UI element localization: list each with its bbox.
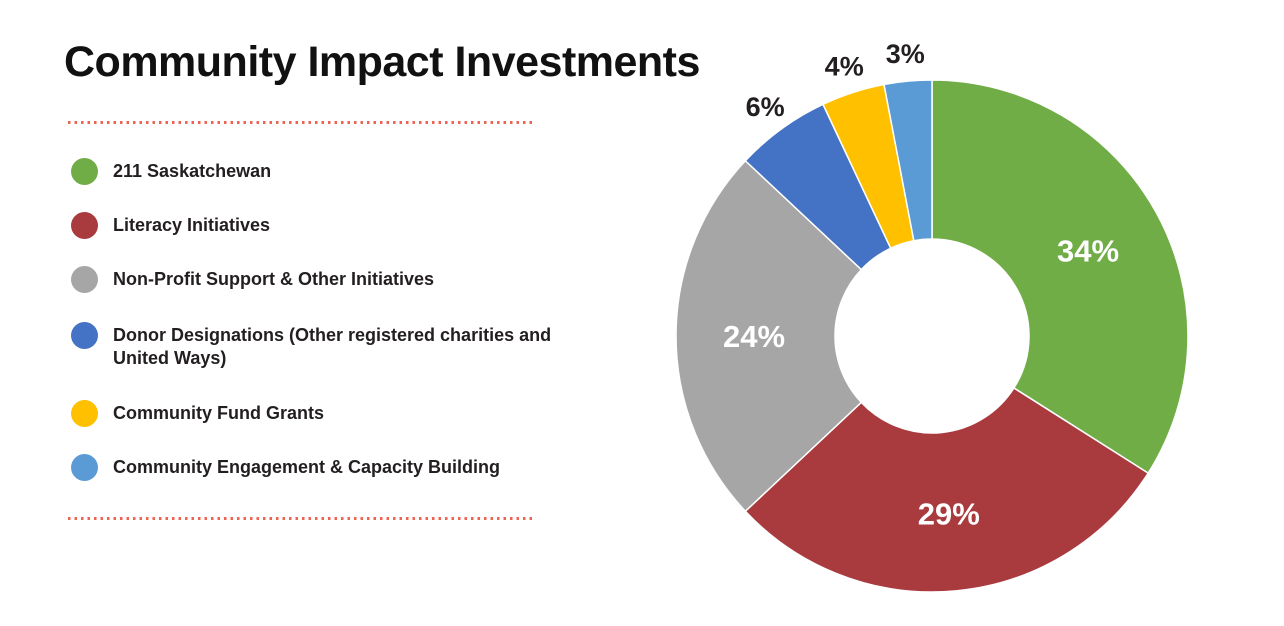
legend-color-dot bbox=[71, 212, 98, 239]
slice-percent-label-2: 24% bbox=[723, 319, 785, 354]
legend-color-dot bbox=[71, 158, 98, 185]
legend-color-dot bbox=[71, 266, 98, 293]
legend-item-5: Community Engagement & Capacity Building bbox=[71, 454, 500, 481]
page-title: Community Impact Investments bbox=[64, 38, 700, 86]
top-dotted-divider bbox=[68, 121, 534, 124]
donut-chart: 34% 29% 24% 6% 4% 3% bbox=[675, 39, 1189, 593]
pie-slice-1 bbox=[744, 386, 1150, 593]
legend-item-label: Non-Profit Support & Other Initiatives bbox=[113, 269, 435, 289]
legend-item-0: 211 Saskatchewan bbox=[71, 158, 271, 185]
slice-percent-label-4: 4% bbox=[825, 52, 864, 82]
pie-slice-2 bbox=[675, 159, 863, 513]
slice-percent-label-1: 29% bbox=[918, 496, 980, 531]
slice-percent-label-0: 34% bbox=[1057, 233, 1119, 268]
pie-slice-5 bbox=[883, 79, 933, 242]
legend-color-dot bbox=[71, 454, 98, 481]
pie-slice-0 bbox=[931, 79, 1189, 475]
slice-percent-label-3: 6% bbox=[746, 92, 785, 122]
legend-item-4: Community Fund Grants bbox=[71, 400, 324, 427]
legend-color-dot bbox=[71, 400, 98, 427]
legend-item-3: Donor Designations (Other registered cha… bbox=[71, 322, 583, 370]
slice-percent-label-5: 3% bbox=[886, 39, 925, 69]
bottom-dotted-divider bbox=[68, 517, 534, 520]
legend-item-label: Community Fund Grants bbox=[113, 403, 324, 423]
legend-item-label: Donor Designations (Other registered cha… bbox=[113, 325, 552, 368]
legend-item-label: 211 Saskatchewan bbox=[113, 161, 272, 181]
legend-item-label: Literacy Initiatives bbox=[113, 215, 271, 235]
legend-color-dot bbox=[71, 322, 98, 349]
legend-item-2: Non-Profit Support & Other Initiatives bbox=[71, 266, 434, 293]
legend-item-1: Literacy Initiatives bbox=[71, 212, 270, 239]
legend-item-label: Community Engagement & Capacity Building bbox=[113, 457, 501, 477]
